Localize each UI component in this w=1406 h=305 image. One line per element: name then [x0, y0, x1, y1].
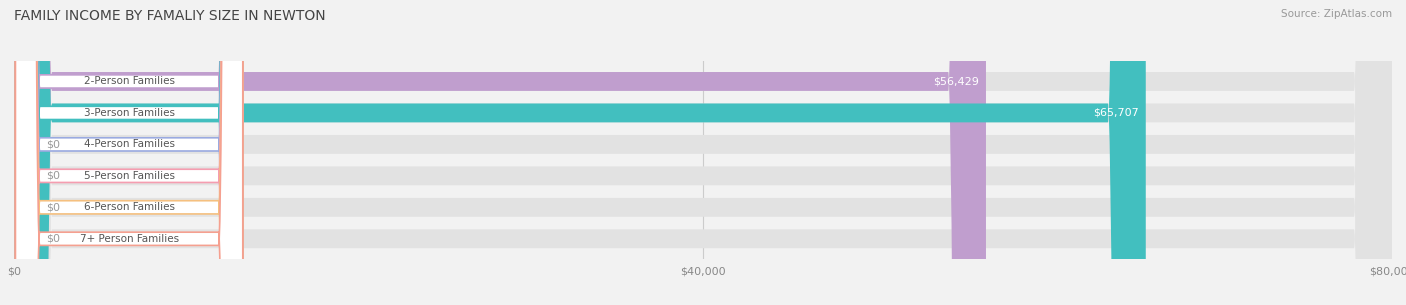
FancyBboxPatch shape	[14, 0, 1146, 305]
FancyBboxPatch shape	[15, 0, 243, 305]
FancyBboxPatch shape	[14, 0, 1392, 305]
Text: $56,429: $56,429	[934, 77, 979, 86]
FancyBboxPatch shape	[14, 0, 1392, 305]
Text: 3-Person Families: 3-Person Families	[83, 108, 174, 118]
Text: $0: $0	[46, 139, 59, 149]
FancyBboxPatch shape	[14, 0, 1392, 305]
FancyBboxPatch shape	[14, 0, 1392, 305]
Text: $65,707: $65,707	[1092, 108, 1139, 118]
FancyBboxPatch shape	[15, 0, 243, 305]
Text: $0: $0	[46, 202, 59, 212]
FancyBboxPatch shape	[15, 0, 243, 305]
FancyBboxPatch shape	[15, 0, 243, 305]
FancyBboxPatch shape	[14, 0, 37, 305]
Text: Source: ZipAtlas.com: Source: ZipAtlas.com	[1281, 9, 1392, 19]
FancyBboxPatch shape	[14, 0, 1392, 305]
Text: 2-Person Families: 2-Person Families	[83, 77, 174, 86]
FancyBboxPatch shape	[14, 0, 986, 305]
FancyBboxPatch shape	[14, 0, 37, 305]
Text: 6-Person Families: 6-Person Families	[83, 202, 174, 212]
FancyBboxPatch shape	[14, 0, 37, 305]
Text: 5-Person Families: 5-Person Families	[83, 171, 174, 181]
FancyBboxPatch shape	[15, 0, 243, 305]
FancyBboxPatch shape	[14, 0, 1392, 305]
Text: 4-Person Families: 4-Person Families	[83, 139, 174, 149]
FancyBboxPatch shape	[14, 0, 37, 305]
Text: 7+ Person Families: 7+ Person Families	[80, 234, 179, 244]
Text: $0: $0	[46, 171, 59, 181]
Text: FAMILY INCOME BY FAMALIY SIZE IN NEWTON: FAMILY INCOME BY FAMALIY SIZE IN NEWTON	[14, 9, 326, 23]
FancyBboxPatch shape	[15, 0, 243, 305]
Text: $0: $0	[46, 234, 59, 244]
